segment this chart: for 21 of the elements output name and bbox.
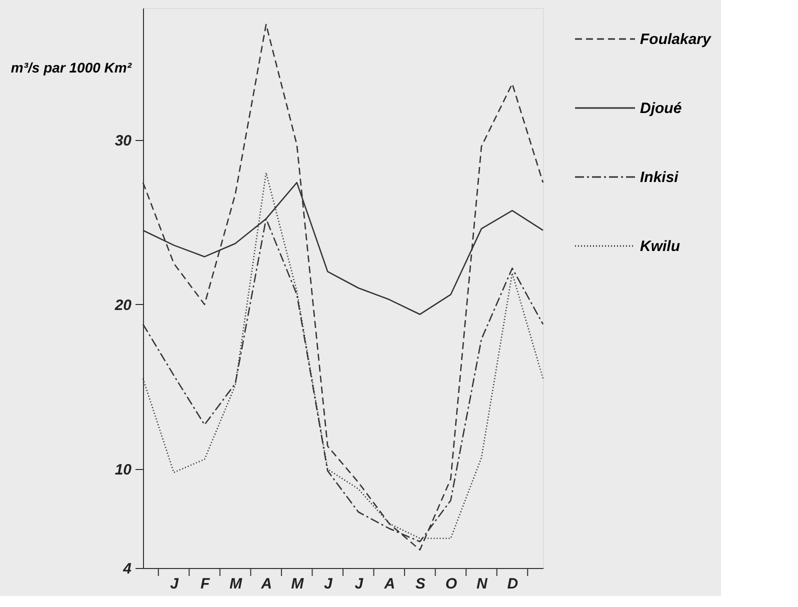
legend-label: Inkisi	[640, 169, 680, 186]
y-tick-label: 10	[114, 462, 132, 479]
legend-label: Foulakary	[640, 31, 712, 48]
x-tick-label: N	[476, 576, 489, 592]
y-tick-label: 20	[114, 296, 132, 314]
x-tick-label: J	[324, 576, 333, 592]
x-tick-label: A	[260, 576, 272, 592]
x-tick-label: M	[230, 576, 243, 592]
x-tick-label: M	[291, 576, 304, 592]
x-tick-label: J	[354, 576, 364, 592]
y-tick-label: 4	[122, 560, 132, 578]
x-tick-label: O	[445, 576, 458, 592]
legend-label: Djoué	[640, 100, 682, 117]
y-axis-title: m³/s par 1000 Km²	[10, 60, 132, 76]
x-tick-label: F	[200, 576, 210, 592]
x-tick-label: S	[415, 576, 426, 592]
x-tick-label: D	[507, 576, 518, 592]
x-tick-label: A	[383, 576, 396, 592]
y-tick-label: 30	[114, 132, 132, 150]
legend-label: Kwilu	[640, 238, 680, 255]
x-tick-label: J	[170, 576, 180, 592]
